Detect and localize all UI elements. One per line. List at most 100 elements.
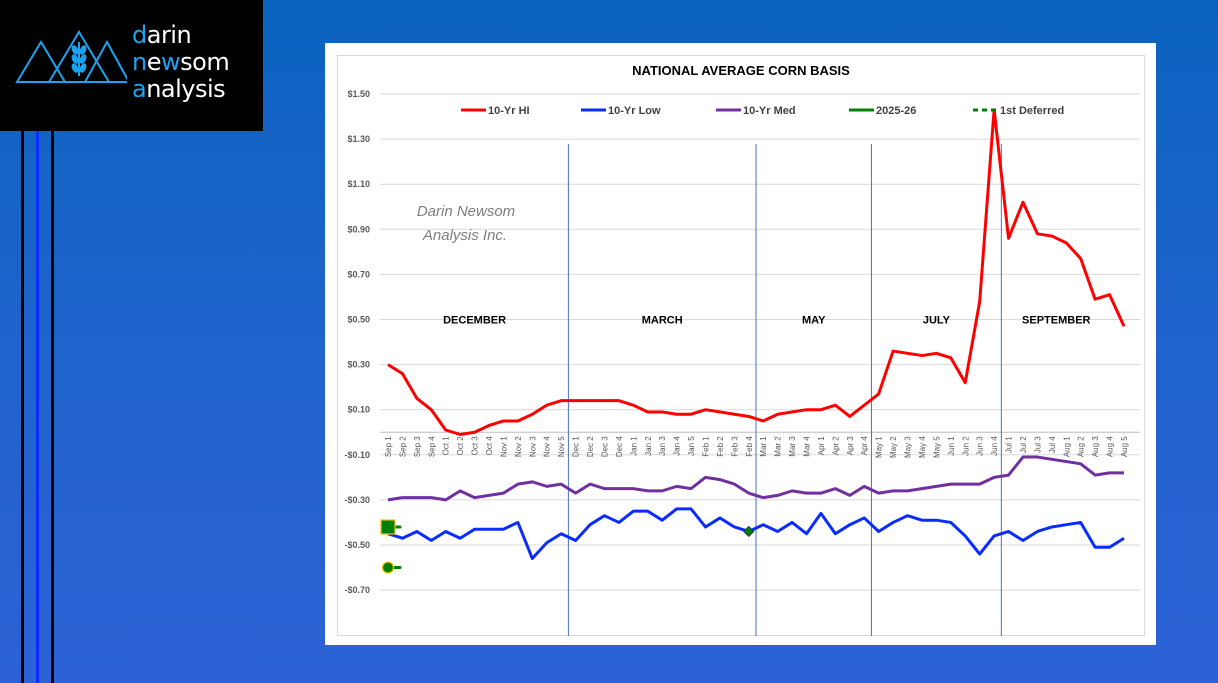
y-tick-label: -$0.30 bbox=[344, 495, 370, 505]
x-tick-label: Oct 3 bbox=[471, 436, 480, 456]
legend-item-current: 2025-26 bbox=[849, 105, 916, 117]
legend-item-deferred: 1st Deferred bbox=[973, 105, 1064, 117]
x-tick-label: Sep 4 bbox=[427, 436, 436, 457]
corn-basis-chart: NATIONAL AVERAGE CORN BASIS $1.50 $1.30 $1… bbox=[344, 63, 1140, 636]
y-tick-label: -$0.10 bbox=[344, 450, 370, 460]
x-tick-label: May 3 bbox=[904, 436, 913, 458]
y-tick-label: $1.30 bbox=[347, 134, 370, 144]
section-label: MAY bbox=[802, 315, 826, 327]
section-label: JULY bbox=[923, 315, 951, 327]
x-tick-label: Aug 1 bbox=[1062, 436, 1071, 457]
series-line-med bbox=[387, 455, 1124, 502]
point-marker-2025-26 bbox=[380, 519, 396, 535]
y-tick-label: $1.50 bbox=[347, 89, 370, 99]
x-tick-label: Nov 2 bbox=[514, 436, 523, 457]
x-tick-label: Dec 3 bbox=[600, 436, 609, 457]
x-tick-label: Oct 4 bbox=[485, 436, 494, 456]
x-tick-label: May 5 bbox=[932, 436, 941, 458]
y-tick-label: -$0.70 bbox=[344, 585, 370, 595]
x-tick-label: Feb 3 bbox=[730, 436, 739, 457]
y-tick-label: $0.50 bbox=[347, 315, 370, 325]
chart-title: NATIONAL AVERAGE CORN BASIS bbox=[632, 63, 850, 78]
x-tick-label: Dec 2 bbox=[586, 436, 595, 457]
y-tick-label: $0.10 bbox=[347, 405, 370, 415]
chart-border bbox=[337, 55, 1145, 636]
x-tick-label: Jan 1 bbox=[629, 436, 638, 456]
x-tick-label: Mar 1 bbox=[759, 436, 768, 457]
x-tick-label: Mar 4 bbox=[803, 436, 812, 457]
x-tick-label: Feb 1 bbox=[701, 436, 710, 457]
x-tick-label: Jun 4 bbox=[990, 436, 999, 456]
x-tick-label: Mar 3 bbox=[788, 436, 797, 457]
x-tick-label: May 2 bbox=[889, 436, 898, 458]
x-tick-label: Aug 4 bbox=[1106, 436, 1115, 457]
legend-item-hi: 10-Yr HI bbox=[461, 105, 530, 117]
mountain-wheat-icon bbox=[15, 30, 127, 83]
x-tick-label: Nov 3 bbox=[528, 436, 537, 457]
decorative-line bbox=[36, 131, 39, 683]
section-label: MARCH bbox=[642, 315, 683, 327]
x-tick-label: Feb 4 bbox=[745, 436, 754, 457]
y-tick-label: $0.70 bbox=[347, 269, 370, 279]
legend-label: 10-Yr Low bbox=[608, 105, 661, 117]
x-tick-label: Jul 4 bbox=[1048, 436, 1057, 453]
x-tick-label: Apr 4 bbox=[860, 436, 869, 456]
logo-word-newsom: som bbox=[180, 48, 230, 76]
x-tick-label: May 4 bbox=[918, 436, 927, 458]
legend-label: 1st Deferred bbox=[1000, 105, 1064, 117]
logo-letter: e bbox=[146, 48, 162, 76]
y-tick-label: $0.90 bbox=[347, 224, 370, 234]
x-tick-label: Feb 2 bbox=[716, 436, 725, 457]
watermark: Darin Newsom Analysis Inc. bbox=[417, 203, 515, 244]
brand-logo: darin newsom analysis bbox=[0, 0, 263, 131]
series-line-low bbox=[387, 507, 1125, 561]
x-tick-label: Nov 5 bbox=[557, 436, 566, 457]
series-line-hi bbox=[387, 108, 1126, 437]
x-tick-label: Apr 1 bbox=[817, 436, 826, 456]
x-tick-label: Aug 2 bbox=[1077, 436, 1086, 457]
x-tick-label: Sep 2 bbox=[398, 436, 407, 457]
x-tick-label: Sep 3 bbox=[413, 436, 422, 457]
x-tick-label: Sep 1 bbox=[384, 436, 393, 457]
section-label: DECEMBER bbox=[443, 315, 506, 327]
decorative-line bbox=[21, 131, 24, 683]
x-tick-label: Jun 2 bbox=[961, 436, 970, 456]
logo-letter: w bbox=[160, 48, 181, 76]
x-tick-label: Oct 1 bbox=[442, 436, 451, 456]
x-tick-label: Dec 1 bbox=[572, 436, 581, 457]
x-tick-label: Aug 5 bbox=[1120, 436, 1129, 457]
legend-label: 2025-26 bbox=[876, 105, 916, 117]
x-tick-label: Jan 2 bbox=[644, 436, 653, 456]
legend-label: 10-Yr HI bbox=[488, 105, 530, 117]
x-tick-label: Jan 3 bbox=[658, 436, 667, 456]
x-tick-label: Jan 4 bbox=[673, 436, 682, 456]
decorative-line bbox=[51, 131, 54, 683]
x-tick-label: Jun 3 bbox=[976, 436, 985, 456]
section-label: SEPTEMBER bbox=[1022, 315, 1091, 327]
x-tick-label: May 1 bbox=[875, 436, 884, 458]
logo-text: darin newsom analysis bbox=[132, 21, 230, 103]
legend-item-med: 10-Yr Med bbox=[716, 105, 796, 117]
x-tick-label: Jul 1 bbox=[1005, 436, 1014, 453]
x-tick-label: Jun 1 bbox=[947, 436, 956, 456]
logo-word-analysis: nalysis bbox=[146, 75, 226, 103]
x-tick-label: Oct 2 bbox=[456, 436, 465, 456]
watermark-line: Darin Newsom bbox=[417, 203, 515, 220]
x-tick-label: Dec 4 bbox=[615, 436, 624, 457]
logo-letter: d bbox=[132, 21, 147, 49]
x-tick-label: Jul 3 bbox=[1033, 436, 1042, 453]
watermark-line: Analysis Inc. bbox=[422, 227, 507, 244]
logo-word-darin: arin bbox=[146, 21, 192, 49]
point-marker-1st-deferred bbox=[381, 561, 395, 574]
logo-letter: n bbox=[132, 48, 147, 76]
x-tick-label: Nov 1 bbox=[499, 436, 508, 457]
logo-letter: a bbox=[132, 75, 147, 103]
x-tick-label: Aug 3 bbox=[1091, 436, 1100, 457]
x-tick-label: Mar 2 bbox=[774, 436, 783, 457]
y-tick-label: $0.30 bbox=[347, 360, 370, 370]
y-tick-label: -$0.50 bbox=[344, 540, 370, 550]
chart-panel: NATIONAL AVERAGE CORN BASIS $1.50 $1.30 $1… bbox=[325, 43, 1156, 645]
y-tick-label: $1.10 bbox=[347, 179, 370, 189]
x-tick-label: Apr 2 bbox=[831, 436, 840, 456]
x-tick-label: Apr 3 bbox=[846, 436, 855, 456]
